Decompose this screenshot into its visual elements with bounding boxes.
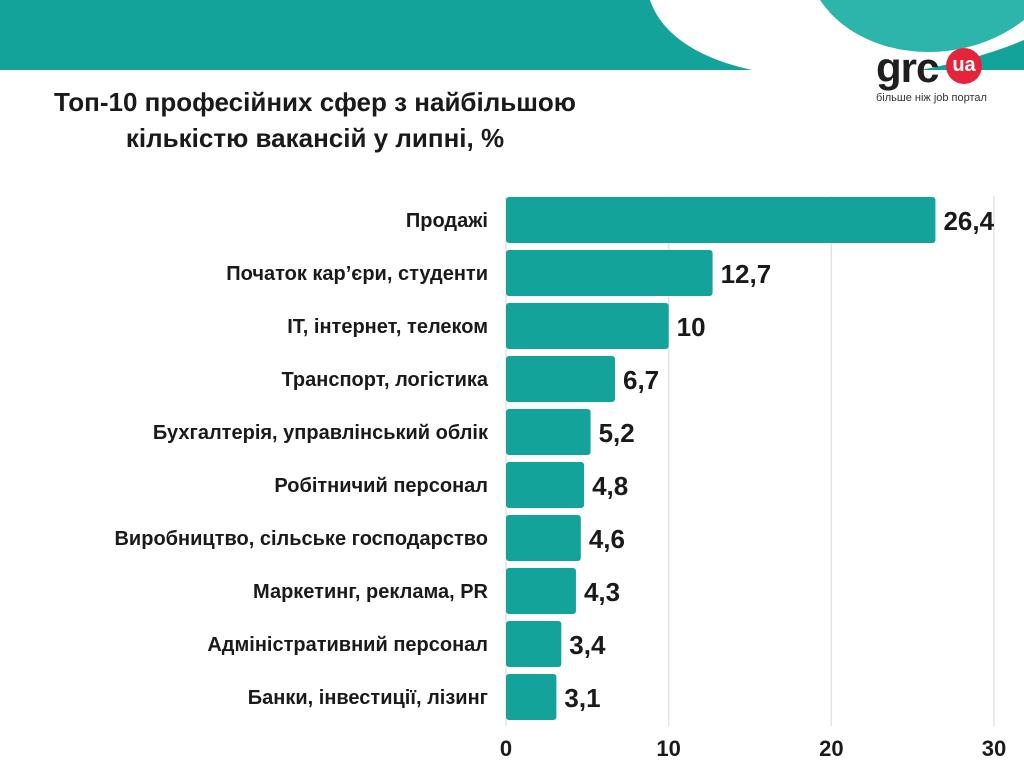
grc-logo: grc ua більше ніж job портал	[866, 40, 1006, 110]
value-label-1: 26,4	[943, 206, 994, 236]
value-label-2: 12,7	[721, 259, 772, 289]
bar-2	[506, 250, 713, 296]
category-label-4: Транспорт, логістика	[281, 369, 488, 391]
category-label-5: Бухгалтерія, управлінський облік	[153, 422, 489, 444]
bar-8	[506, 568, 576, 614]
category-label-10: Банки, інвестиції, лізинг	[248, 687, 488, 709]
value-label-8: 4,3	[584, 577, 620, 607]
x-tick-label-30: 30	[982, 736, 1006, 761]
x-tick-label-10: 10	[656, 736, 680, 761]
category-label-1: Продажі	[406, 210, 488, 232]
value-label-9: 3,4	[569, 630, 606, 660]
value-label-7: 4,6	[589, 524, 625, 554]
header-band-wave-accent	[820, 0, 1024, 53]
value-label-6: 4,8	[592, 471, 628, 501]
category-label-8: Маркетинг, реклама, PR	[253, 581, 488, 603]
bar-3	[506, 303, 669, 349]
value-label-5: 5,2	[599, 418, 635, 448]
bar-7	[506, 515, 581, 561]
chart-title-line-1: Топ-10 професійних сфер з найбільшою	[54, 87, 576, 117]
header-band	[0, 0, 1024, 70]
value-label-3: 10	[677, 312, 706, 342]
bar-1	[506, 197, 936, 243]
category-label-9: Адміністративний персонал	[207, 634, 488, 656]
value-label-4: 6,7	[623, 365, 659, 395]
chart-title-line-2: кількістю вакансій у липні, %	[125, 123, 505, 153]
category-label-3: IT, інтернет, телеком	[287, 316, 488, 338]
chart-title: Топ-10 професійних сфер з найбільшою кіл…	[20, 84, 610, 156]
bar-10	[506, 674, 557, 720]
category-label-2: Початок кар’єри, студенти	[226, 263, 488, 285]
category-label-7: Виробництво, сільське господарство	[114, 528, 488, 550]
category-label-6: Робітничий персонал	[274, 475, 488, 497]
bars	[506, 197, 936, 720]
bar-5	[506, 409, 591, 455]
bar-9	[506, 621, 562, 667]
value-label-10: 3,1	[564, 683, 600, 713]
bar-6	[506, 462, 585, 508]
x-tick-label-0: 0	[500, 736, 512, 761]
logo-tagline: більше ніж job портал	[876, 92, 987, 104]
bar-4	[506, 356, 615, 402]
logo-badge: ua	[946, 48, 982, 84]
logo-word: grc	[876, 44, 939, 91]
labels: 0 10 20 30 Продажі 26,4 Початок кар’єри, студе…	[114, 206, 1006, 761]
x-tick-label-20: 20	[819, 736, 843, 761]
